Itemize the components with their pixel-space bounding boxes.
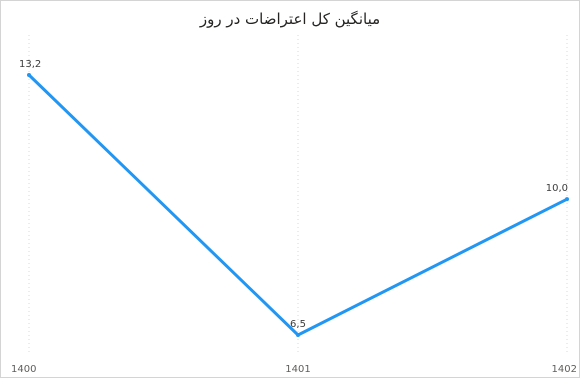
- chart-title: میانگین کل اعتراضات در روز: [199, 10, 381, 28]
- data-label-1401: 6,5: [290, 319, 306, 330]
- x-tick-label-1400: 1400: [11, 364, 36, 375]
- x-tick-label-1401: 1401: [285, 364, 310, 375]
- x-tick-label-1402: 1402: [552, 364, 577, 375]
- data-label-1402: 10,0: [546, 183, 568, 194]
- series-line: [27, 73, 569, 337]
- data-label-1400: 13,2: [19, 59, 41, 70]
- data-point-1400: [27, 73, 31, 77]
- data-point-1401: [296, 333, 300, 337]
- data-point-1402: [565, 197, 569, 202]
